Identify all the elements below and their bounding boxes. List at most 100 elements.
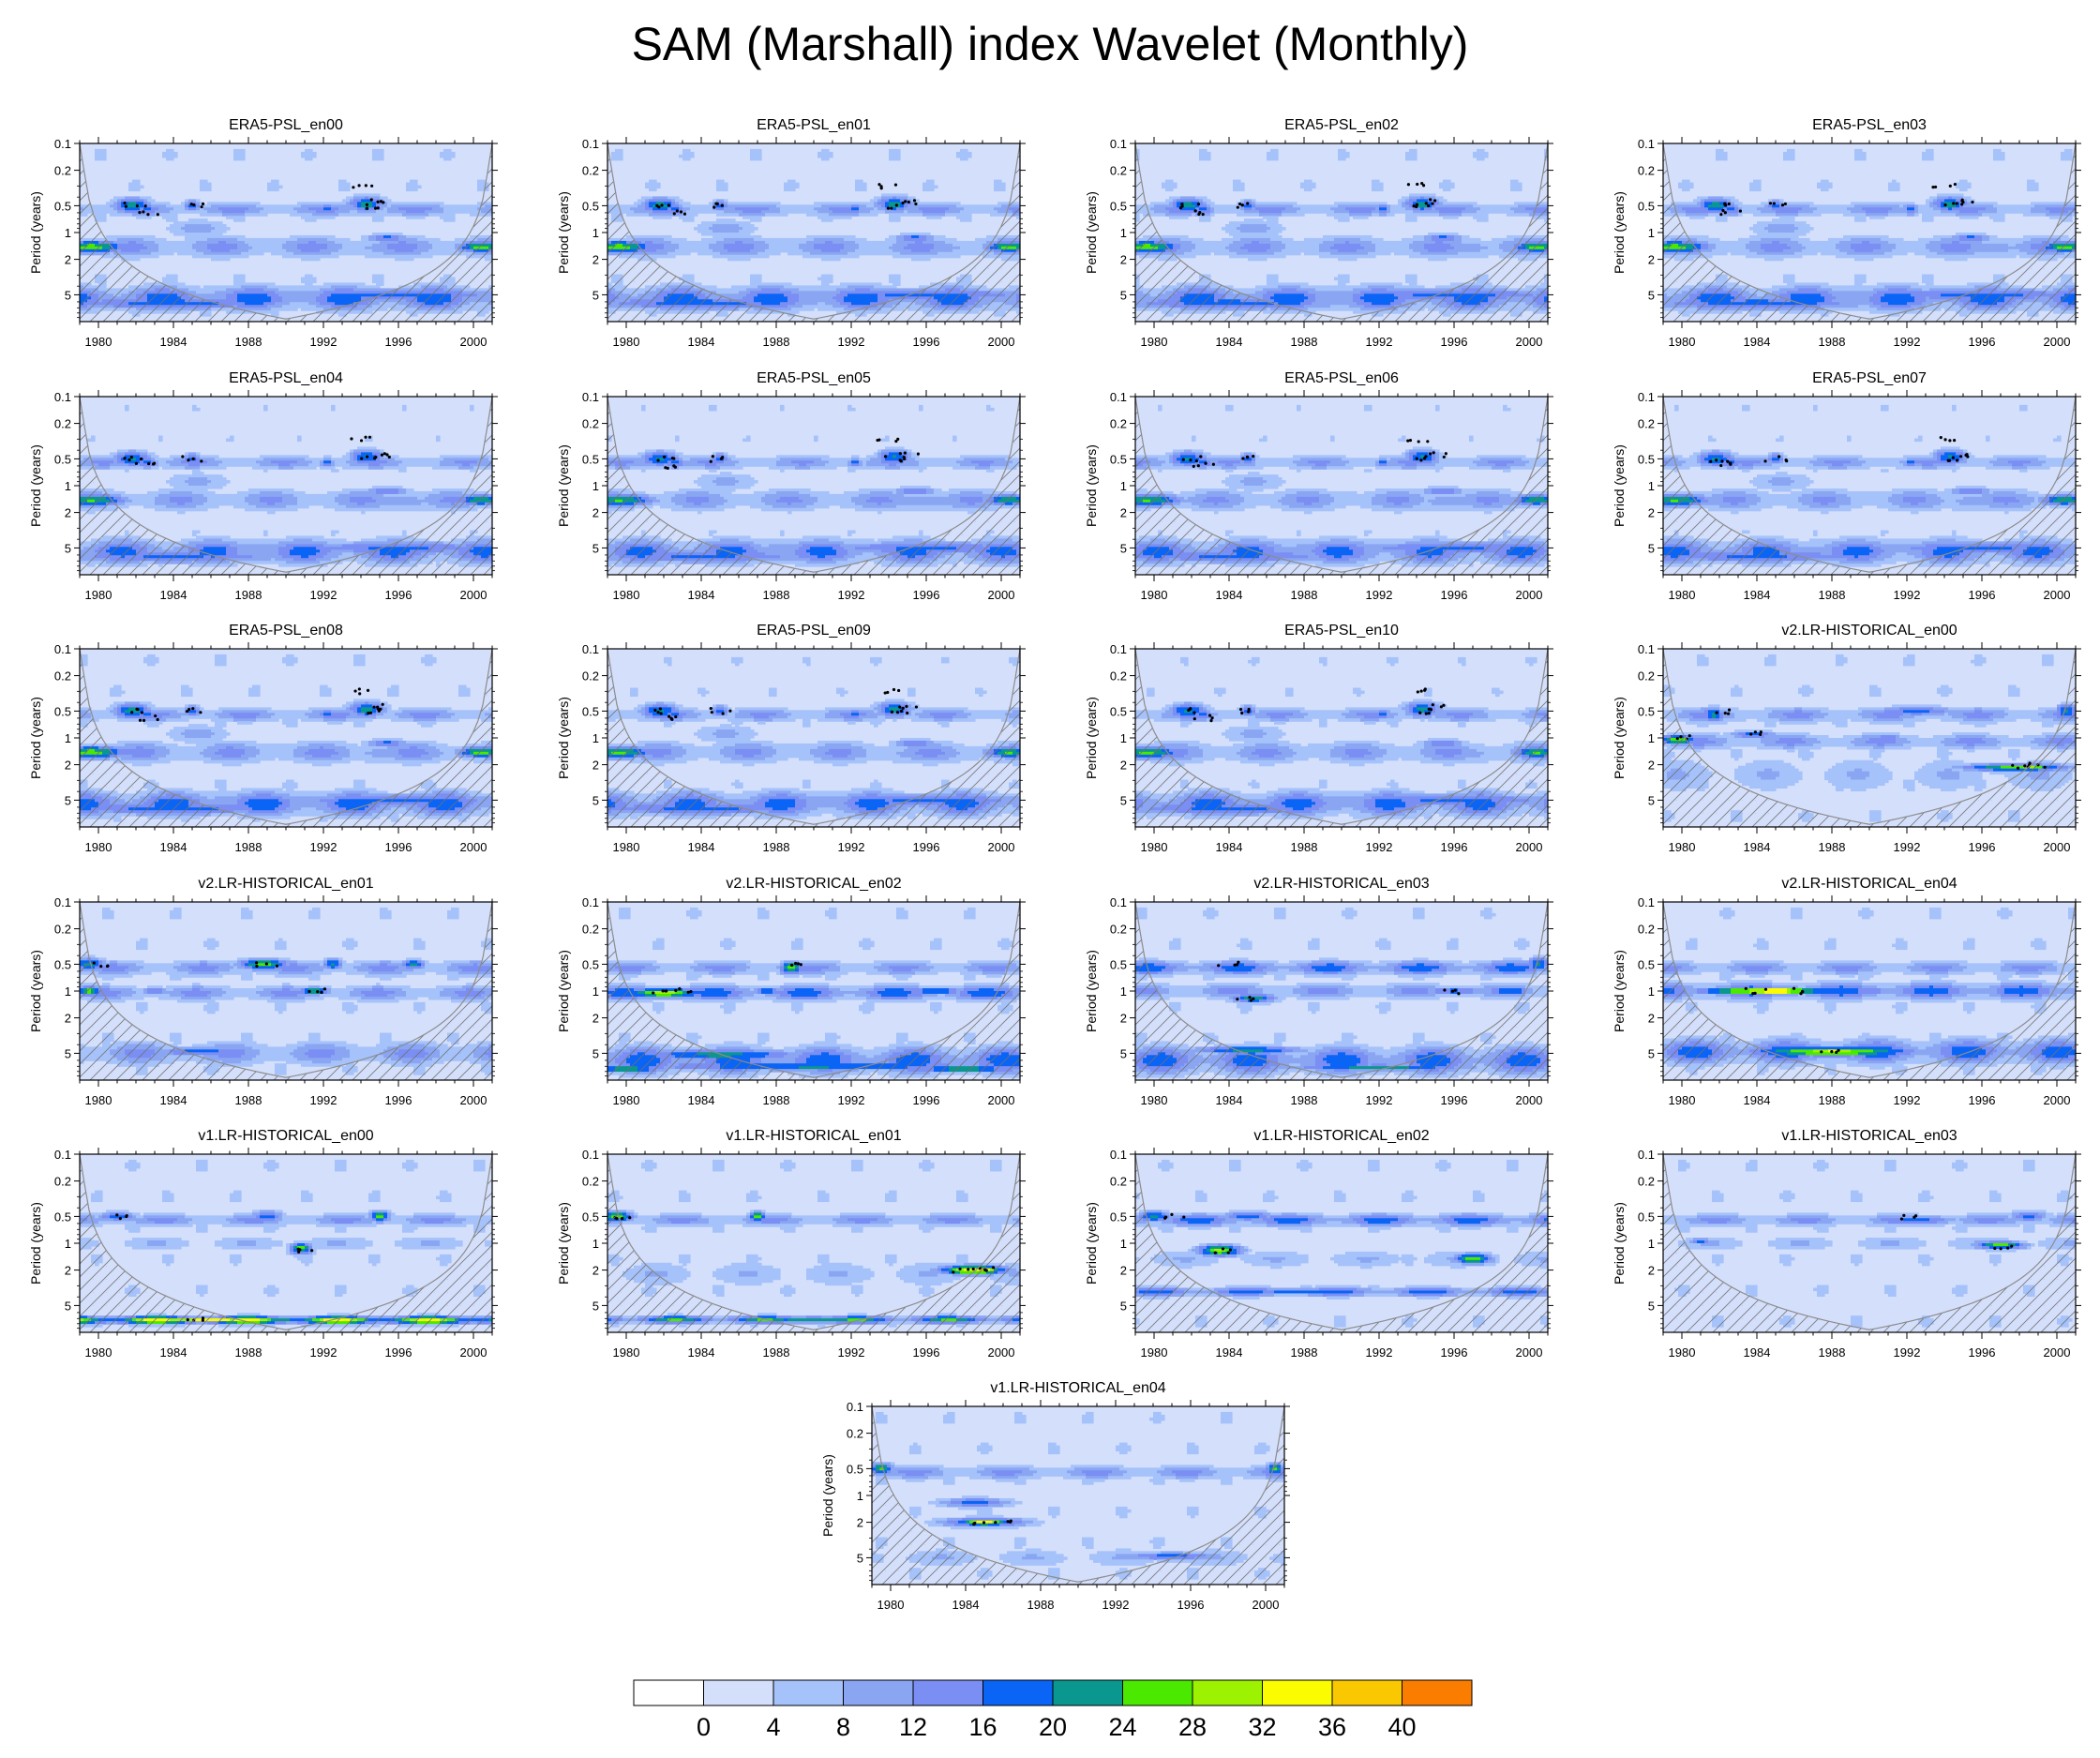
power-cell bbox=[1959, 460, 1968, 464]
power-cell bbox=[889, 218, 901, 222]
power-cell bbox=[417, 496, 426, 501]
power-cell bbox=[1439, 213, 1462, 217]
power-cell bbox=[761, 210, 781, 214]
power-cell bbox=[1375, 248, 1414, 253]
power-cell bbox=[1697, 496, 1705, 501]
power-cell bbox=[1364, 299, 1395, 303]
power-cell bbox=[2038, 458, 2076, 461]
power-cell bbox=[990, 463, 1010, 467]
significance-dot bbox=[1971, 201, 1974, 204]
power-cell bbox=[151, 204, 167, 208]
power-cell bbox=[125, 196, 141, 200]
power-cell bbox=[170, 210, 208, 214]
power-cell bbox=[1499, 246, 1515, 250]
power-cell bbox=[761, 544, 770, 548]
significance-dot bbox=[898, 452, 902, 456]
power-cell bbox=[848, 293, 878, 297]
power-cell bbox=[724, 458, 728, 461]
power-cell bbox=[121, 493, 159, 498]
power-cell bbox=[395, 248, 414, 253]
power-cell bbox=[290, 463, 309, 467]
power-cell bbox=[810, 493, 860, 498]
power-cell bbox=[1244, 204, 1252, 208]
power-cell bbox=[1746, 246, 1762, 250]
power-cell bbox=[1233, 504, 1256, 509]
power-cell bbox=[908, 210, 923, 214]
power-cell bbox=[346, 202, 351, 205]
power-cell bbox=[638, 499, 646, 503]
significance-dot bbox=[1252, 455, 1255, 458]
power-cell bbox=[1420, 251, 1459, 256]
power-cell bbox=[1779, 452, 1784, 456]
power-cell bbox=[1719, 504, 1750, 509]
power-cell bbox=[709, 490, 732, 495]
power-cell bbox=[1278, 302, 1301, 306]
power-cell bbox=[1948, 207, 1953, 211]
power-cell bbox=[2012, 466, 2028, 470]
power-cell bbox=[1357, 561, 1380, 564]
power-cell bbox=[1798, 288, 1818, 292]
power-cell bbox=[1697, 196, 1709, 200]
power-cell bbox=[611, 154, 623, 158]
power-cell bbox=[1424, 488, 1432, 492]
power-cell bbox=[1749, 535, 1784, 540]
significance-dot bbox=[376, 206, 380, 210]
power-cell bbox=[750, 154, 762, 158]
y-tick-label: 0.2 bbox=[582, 164, 599, 178]
power-cell bbox=[750, 151, 762, 156]
power-cell bbox=[919, 463, 961, 467]
power-cell bbox=[1435, 455, 1440, 458]
power-cell bbox=[312, 460, 321, 464]
power-cell bbox=[1409, 496, 1425, 501]
power-cell bbox=[391, 204, 441, 208]
power-cell bbox=[406, 185, 422, 189]
x-tick-label: 1996 bbox=[1969, 335, 1996, 349]
power-cell bbox=[1477, 455, 1526, 458]
power-cell bbox=[1375, 207, 1380, 211]
power-cell bbox=[1210, 204, 1241, 208]
power-cell bbox=[1813, 455, 1863, 458]
power-cell bbox=[652, 207, 668, 211]
power-cell bbox=[1956, 463, 1994, 467]
power-cell bbox=[323, 463, 332, 467]
x-tick-label: 1980 bbox=[1669, 335, 1696, 349]
power-cell bbox=[372, 243, 388, 248]
power-cell bbox=[1914, 213, 1919, 217]
power-cell bbox=[1372, 179, 1380, 184]
power-cell bbox=[357, 460, 388, 464]
power-cell bbox=[926, 234, 935, 239]
power-cell bbox=[128, 185, 144, 189]
power-cell bbox=[922, 210, 946, 214]
power-cell bbox=[1731, 510, 1739, 515]
power-cell bbox=[1674, 204, 1702, 208]
power-cell bbox=[1806, 246, 1837, 250]
power-cell bbox=[290, 549, 321, 553]
significance-dot bbox=[1415, 457, 1418, 460]
power-cell bbox=[1892, 207, 1908, 211]
power-cell bbox=[986, 469, 995, 473]
power-cell bbox=[1888, 188, 1900, 192]
power-cell bbox=[1678, 458, 1698, 461]
power-cell bbox=[960, 218, 972, 222]
power-cell bbox=[1428, 199, 1436, 203]
power-cell bbox=[896, 455, 905, 458]
power-cell bbox=[694, 285, 717, 289]
power-cell bbox=[919, 460, 957, 464]
power-cell bbox=[1488, 246, 1500, 250]
power-cell bbox=[376, 210, 388, 214]
power-cell bbox=[1409, 449, 1436, 453]
power-cell bbox=[1836, 296, 1870, 300]
power-cell bbox=[1405, 463, 1418, 467]
power-cell bbox=[1693, 499, 1702, 503]
power-cell bbox=[1993, 204, 2035, 208]
power-cell bbox=[2016, 496, 2035, 501]
power-cell bbox=[196, 204, 201, 208]
power-cell bbox=[1192, 449, 1204, 453]
power-cell bbox=[2012, 463, 2024, 467]
power-cell bbox=[1712, 202, 1720, 205]
power-cell bbox=[1914, 299, 1927, 303]
power-cell bbox=[750, 504, 773, 509]
power-cell bbox=[712, 544, 751, 548]
y-tick-label: 0.1 bbox=[582, 137, 599, 151]
power-cell bbox=[346, 452, 351, 456]
